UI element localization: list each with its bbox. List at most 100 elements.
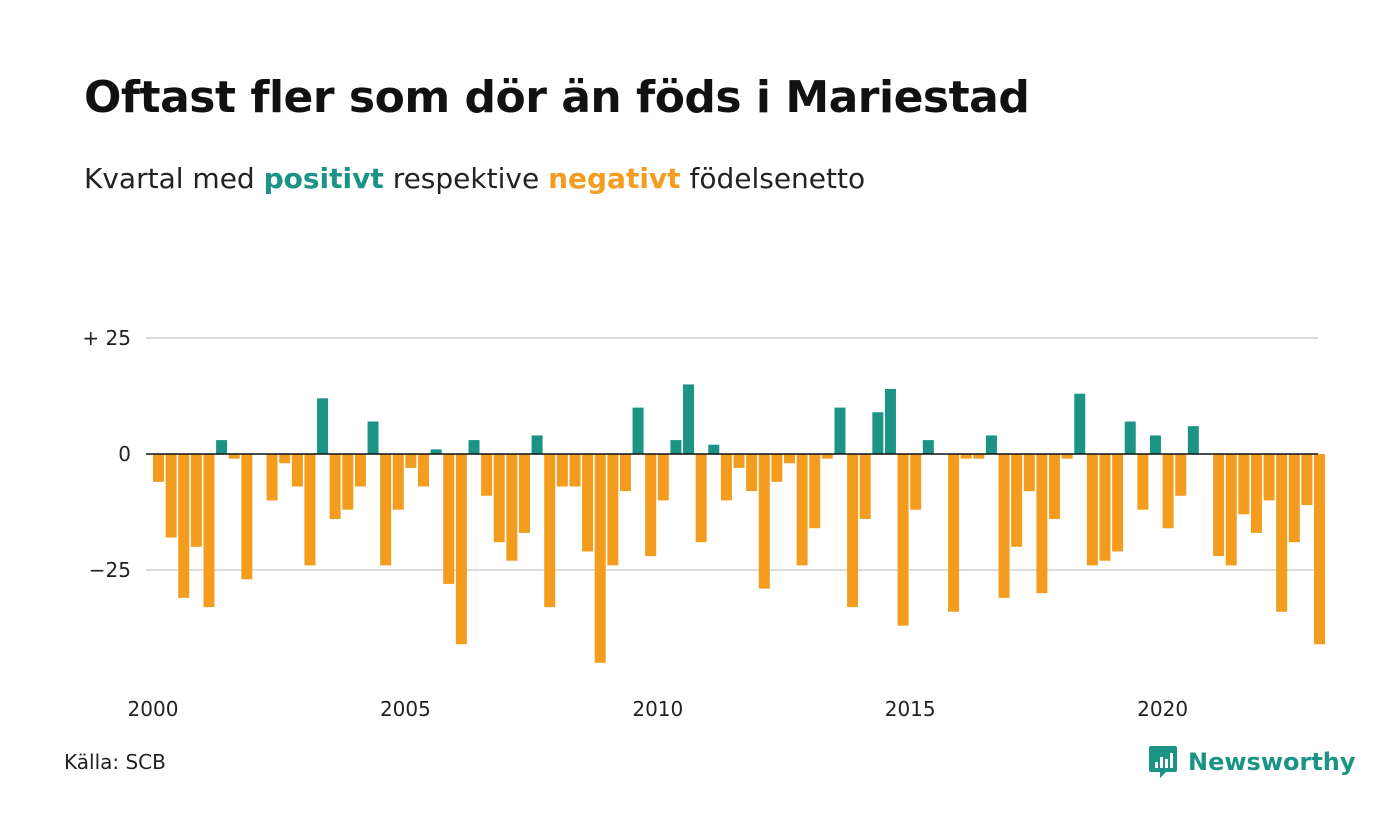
bar <box>367 421 379 454</box>
bar <box>809 454 821 529</box>
bar <box>153 454 164 482</box>
bar <box>1074 393 1086 454</box>
bar <box>1175 454 1187 496</box>
bar <box>670 440 682 454</box>
x-tick-label: 2015 <box>885 697 936 721</box>
bar <box>607 454 619 566</box>
bar <box>1288 454 1300 543</box>
bar <box>216 440 228 454</box>
bar <box>708 444 720 454</box>
bar <box>1225 454 1237 566</box>
bar <box>190 454 202 547</box>
bar <box>1061 454 1073 459</box>
newsworthy-logo-icon <box>1149 746 1177 778</box>
x-tick-label: 2005 <box>380 697 431 721</box>
bar <box>1263 454 1275 501</box>
bar <box>556 454 568 487</box>
bar <box>1162 454 1174 529</box>
y-tick-label: + 25 <box>82 326 131 350</box>
bar <box>582 454 594 552</box>
subtitle-middle: respektive <box>392 162 540 195</box>
bar <box>1213 454 1225 557</box>
bar <box>468 440 480 454</box>
bar <box>1276 454 1288 612</box>
bar <box>1023 454 1035 492</box>
source-label: Källa: SCB <box>64 750 166 774</box>
bar <box>1049 454 1061 519</box>
bar <box>1086 454 1098 566</box>
bar <box>518 454 530 533</box>
bar <box>1314 454 1326 645</box>
bar <box>279 454 291 464</box>
chart-subtitle: Kvartal med positivt respektive negativt… <box>84 162 865 195</box>
bar <box>796 454 808 566</box>
bar <box>683 384 695 454</box>
bar <box>1099 454 1111 561</box>
bar <box>872 412 884 454</box>
bar <box>910 454 922 510</box>
bar <box>317 398 329 454</box>
x-tick-label: 2020 <box>1137 697 1188 721</box>
bar <box>228 454 240 459</box>
bar <box>695 454 707 543</box>
bar <box>1250 454 1262 533</box>
bar <box>834 407 846 454</box>
bar <box>645 454 657 557</box>
bar <box>506 454 518 561</box>
bar <box>481 454 493 496</box>
bar <box>443 454 455 584</box>
bar <box>1137 454 1149 510</box>
bar <box>1301 454 1313 506</box>
bar <box>1238 454 1250 515</box>
bar <box>418 454 430 487</box>
bar <box>973 454 985 459</box>
bar <box>758 454 770 589</box>
bar <box>720 454 732 501</box>
bar <box>354 454 366 487</box>
bar <box>1187 426 1199 454</box>
bar <box>342 454 354 510</box>
bar <box>569 454 581 487</box>
subtitle-suffix: födelsenetto <box>689 162 866 195</box>
bar <box>165 454 177 538</box>
bar <box>746 454 758 492</box>
bar <box>1149 435 1161 454</box>
y-tick-label: −25 <box>89 558 131 582</box>
bar <box>771 454 783 482</box>
bar <box>455 454 467 645</box>
bar <box>632 407 644 454</box>
bar <box>821 454 833 459</box>
chart-title: Oftast fler som dör än föds i Mariestad <box>84 72 1030 123</box>
x-tick-label: 2000 <box>128 697 179 721</box>
subtitle-negative-word: negativt <box>548 162 681 195</box>
bar <box>329 454 341 519</box>
bar <box>594 454 606 663</box>
bar <box>1011 454 1023 547</box>
bar <box>493 454 505 543</box>
bar <box>266 454 278 501</box>
bar <box>241 454 253 580</box>
bar <box>544 454 556 608</box>
x-tick-label: 2010 <box>632 697 683 721</box>
brand: Newsworthy <box>1148 744 1356 780</box>
bar <box>884 389 896 454</box>
bar <box>1112 454 1124 552</box>
bar <box>304 454 316 566</box>
bar <box>1036 454 1048 594</box>
bar <box>619 454 631 492</box>
bar <box>531 435 543 454</box>
bar <box>985 435 997 454</box>
bar <box>380 454 392 566</box>
bar <box>392 454 404 510</box>
bar <box>1124 421 1136 454</box>
bar <box>859 454 871 519</box>
y-tick-label: 0 <box>118 442 131 466</box>
bar <box>733 454 745 468</box>
bar <box>178 454 190 598</box>
bar <box>405 454 417 468</box>
subtitle-prefix: Kvartal med <box>84 162 255 195</box>
bar <box>203 454 215 608</box>
bar <box>960 454 972 459</box>
bar <box>998 454 1010 598</box>
